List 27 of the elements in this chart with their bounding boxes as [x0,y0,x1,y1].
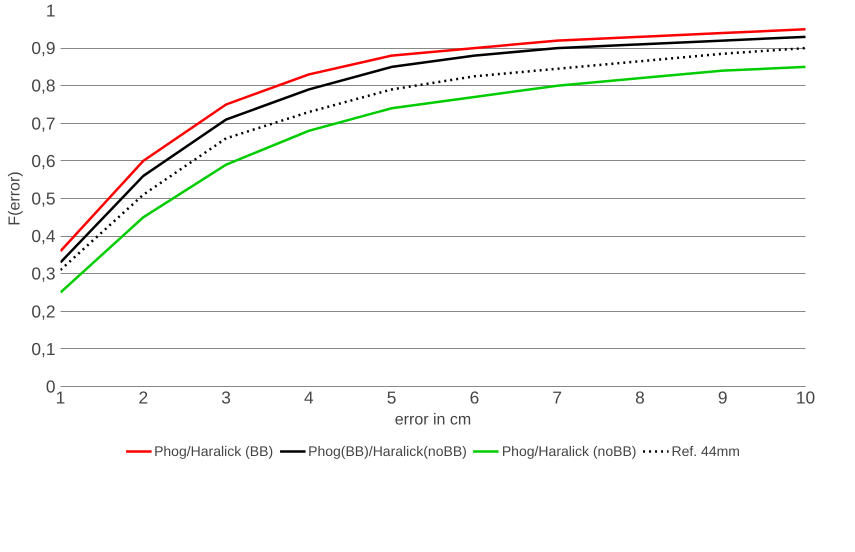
x-tick-label: 7 [552,388,562,408]
y-tick-label: 0 [46,376,56,396]
x-tick-label: 2 [138,388,148,408]
x-tick-label: 3 [221,388,231,408]
y-tick-label: 0,8 [31,76,56,96]
x-tick-label: 5 [386,388,396,408]
x-tick-label: 6 [470,388,480,408]
x-tick-label: 9 [718,388,728,408]
legend-label: Phog(BB)/Haralick(noBB) [308,443,467,459]
x-tick-label: 4 [304,388,314,408]
y-tick-label: 1 [46,0,56,20]
x-tick-label: 8 [635,388,645,408]
y-tick-label: 0,9 [31,38,56,58]
y-tick-label: 0,1 [31,338,56,359]
x-axis-title: error in cm [394,412,472,428]
y-tick-label: 0,6 [31,150,56,171]
y-tick-label: 0,5 [31,188,56,208]
y-tick-label: 0,2 [31,301,56,322]
legend-label: Ref. 44mm [671,443,740,459]
x-tick-label: 10 [796,388,816,408]
legend-label: Phog/Haralick (BB) [154,443,274,459]
y-tick-label: 0,4 [31,226,56,246]
y-tick-label: 0,7 [31,113,56,134]
line-series [60,66,806,294]
legend-label: Phog/Haralick (noBB) [502,443,636,459]
y-axis-title: F(error) [6,171,24,226]
y-tick-label: 0,3 [31,264,56,284]
